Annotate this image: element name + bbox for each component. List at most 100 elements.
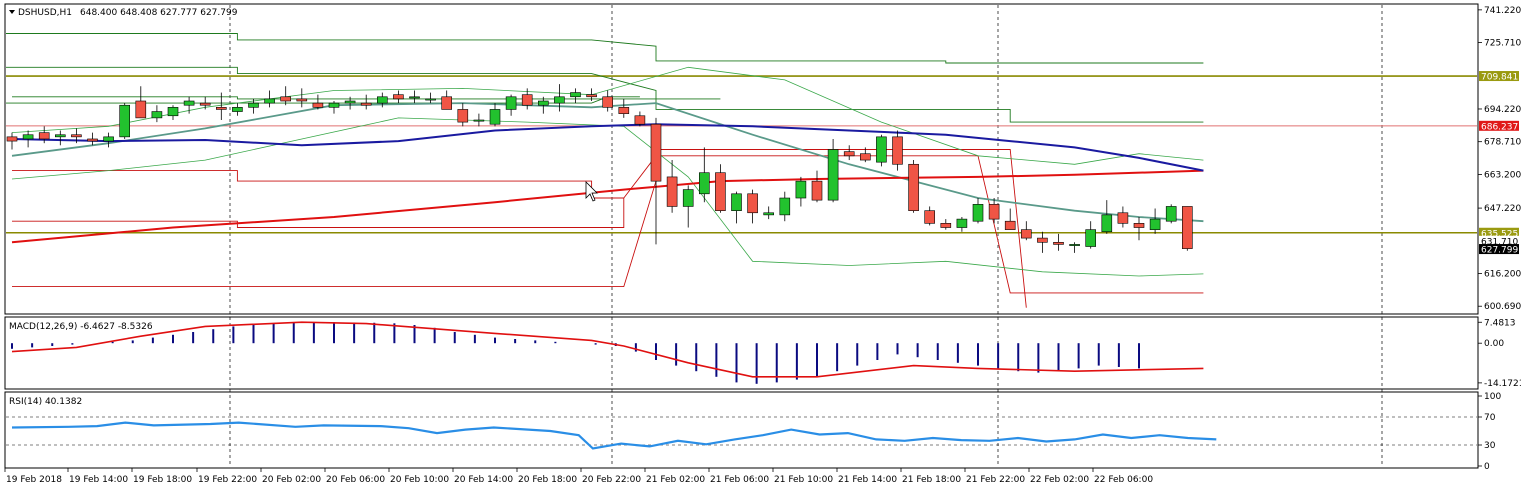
- vertical-session-separators: [229, 5, 1383, 467]
- time-axis-label: 19 Feb 18:00: [133, 475, 192, 485]
- candle-body: [666, 176, 678, 207]
- candle-body: [1020, 229, 1032, 239]
- macd-signal-line: [11, 321, 1204, 378]
- mouse-cursor-icon: [585, 181, 598, 202]
- candle-body: [682, 189, 694, 207]
- time-axis-label: 20 Feb 14:00: [454, 475, 513, 485]
- axis-layer: 741.220 725.710 694.220 678.710 663.200 647.2…: [4, 6, 1521, 485]
- price-tag-label: 627.799: [1481, 246, 1518, 256]
- candle-body: [698, 172, 710, 195]
- envelope-upper-line: [6, 33, 1204, 64]
- time-axis-label: 19 Feb 22:00: [198, 475, 257, 485]
- candle-body: [1069, 244, 1080, 246]
- price-tag-label: 709.841: [1481, 73, 1518, 83]
- macd-axis-label: 7.4813: [1484, 318, 1516, 328]
- candle-body: [876, 136, 887, 163]
- rsi-layer: [6, 416, 1477, 450]
- candle-body: [22, 134, 34, 140]
- candle-body: [71, 134, 82, 138]
- candle-body: [586, 94, 597, 98]
- candle-body: [151, 111, 163, 119]
- price-axis-label: 678.710: [1484, 138, 1521, 148]
- price-axis-label: 600.690: [1484, 302, 1521, 312]
- time-axis-label: 21 Feb 22:00: [966, 475, 1025, 485]
- macd-axis-label: 0.00: [1484, 339, 1504, 349]
- candle-body: [1117, 212, 1129, 224]
- dropdown-triangle-icon[interactable]: [9, 10, 15, 14]
- candle-body: [376, 96, 388, 104]
- candle-body: [473, 119, 485, 122]
- candle-body: [827, 149, 839, 201]
- price-tag-box: [1479, 120, 1519, 131]
- rsi-axis-label: 100: [1484, 392, 1501, 402]
- candle-body: [956, 218, 968, 228]
- candle-body: [747, 193, 758, 214]
- candle-body: [441, 96, 453, 110]
- candle-body: [248, 102, 259, 108]
- candle-body: [843, 151, 855, 157]
- candle-body: [393, 94, 404, 100]
- time-axis-label: 21 Feb 14:00: [838, 475, 897, 485]
- candle-body: [988, 204, 1000, 220]
- candle-body: [216, 107, 227, 110]
- candle-body: [489, 109, 501, 125]
- price-axis-label: 647.220: [1484, 204, 1521, 214]
- candle-body: [264, 98, 275, 104]
- candle-body: [570, 92, 581, 98]
- candle-body: [199, 102, 211, 106]
- time-axis-label: 19 Feb 2018: [6, 475, 62, 485]
- candle-body: [650, 123, 662, 182]
- candle-body: [119, 104, 130, 138]
- envelope-lower-line: [6, 66, 1204, 123]
- price-axis-label: 725.710: [1484, 39, 1521, 49]
- price-panel[interactable]: [4, 3, 1479, 315]
- envelope-upper-line: [12, 96, 721, 100]
- price-layer: [6, 33, 1477, 308]
- candle-body: [1101, 214, 1113, 233]
- time-axis-label: 20 Feb 10:00: [390, 475, 449, 485]
- envelope-lower-line: [6, 96, 640, 104]
- candle-body: [779, 197, 791, 216]
- candle-body: [554, 96, 565, 104]
- rsi-panel[interactable]: [4, 391, 1479, 469]
- time-axis-label: 20 Feb 18:00: [518, 475, 577, 485]
- time-axis-label: 20 Feb 06:00: [326, 475, 385, 485]
- candle-body: [634, 115, 646, 125]
- macd-panel[interactable]: [4, 316, 1479, 390]
- candle-body: [795, 180, 807, 199]
- rsi-axis-label: 30: [1484, 441, 1496, 451]
- price-tag-label: 686.237: [1481, 122, 1518, 132]
- time-axis-label: 22 Feb 02:00: [1030, 475, 1089, 485]
- candle-body: [103, 136, 114, 142]
- time-axis-label: 20 Feb 02:00: [262, 475, 321, 485]
- price-tag-box: [1479, 227, 1519, 238]
- candle-body: [505, 96, 517, 110]
- candle-body: [1182, 206, 1193, 249]
- rsi-axis-label: 0: [1484, 462, 1490, 472]
- price-axis-label: 663.200: [1484, 170, 1521, 180]
- macd-layer: [11, 321, 1204, 384]
- price-tag-label: 635.525: [1481, 229, 1518, 239]
- candle-body: [312, 102, 324, 108]
- time-axis-label: 21 Feb 06:00: [710, 475, 769, 485]
- candle-body: [763, 212, 775, 216]
- price-axis-label: 616.200: [1484, 270, 1521, 280]
- macd-axis-label: -14.1721: [1484, 379, 1521, 389]
- rsi-line: [11, 421, 1217, 450]
- candle-body: [1149, 218, 1161, 230]
- candle-body: [280, 96, 292, 102]
- candle-body: [521, 94, 533, 106]
- candle-body: [1053, 241, 1064, 245]
- time-axis-label: 20 Feb 22:00: [582, 475, 641, 485]
- candle-body: [1165, 206, 1177, 222]
- candle-body: [167, 107, 179, 117]
- candle-body: [924, 210, 936, 224]
- candle-body: [296, 98, 308, 102]
- time-axis-label: 19 Feb 14:00: [69, 475, 128, 485]
- rsi-axis-label: 70: [1484, 413, 1496, 423]
- macd-label: MACD(12,26,9) -6.4627 -8.5326: [9, 322, 153, 332]
- price-tag-box: [1479, 244, 1519, 255]
- time-axis-label: 21 Feb 10:00: [774, 475, 833, 485]
